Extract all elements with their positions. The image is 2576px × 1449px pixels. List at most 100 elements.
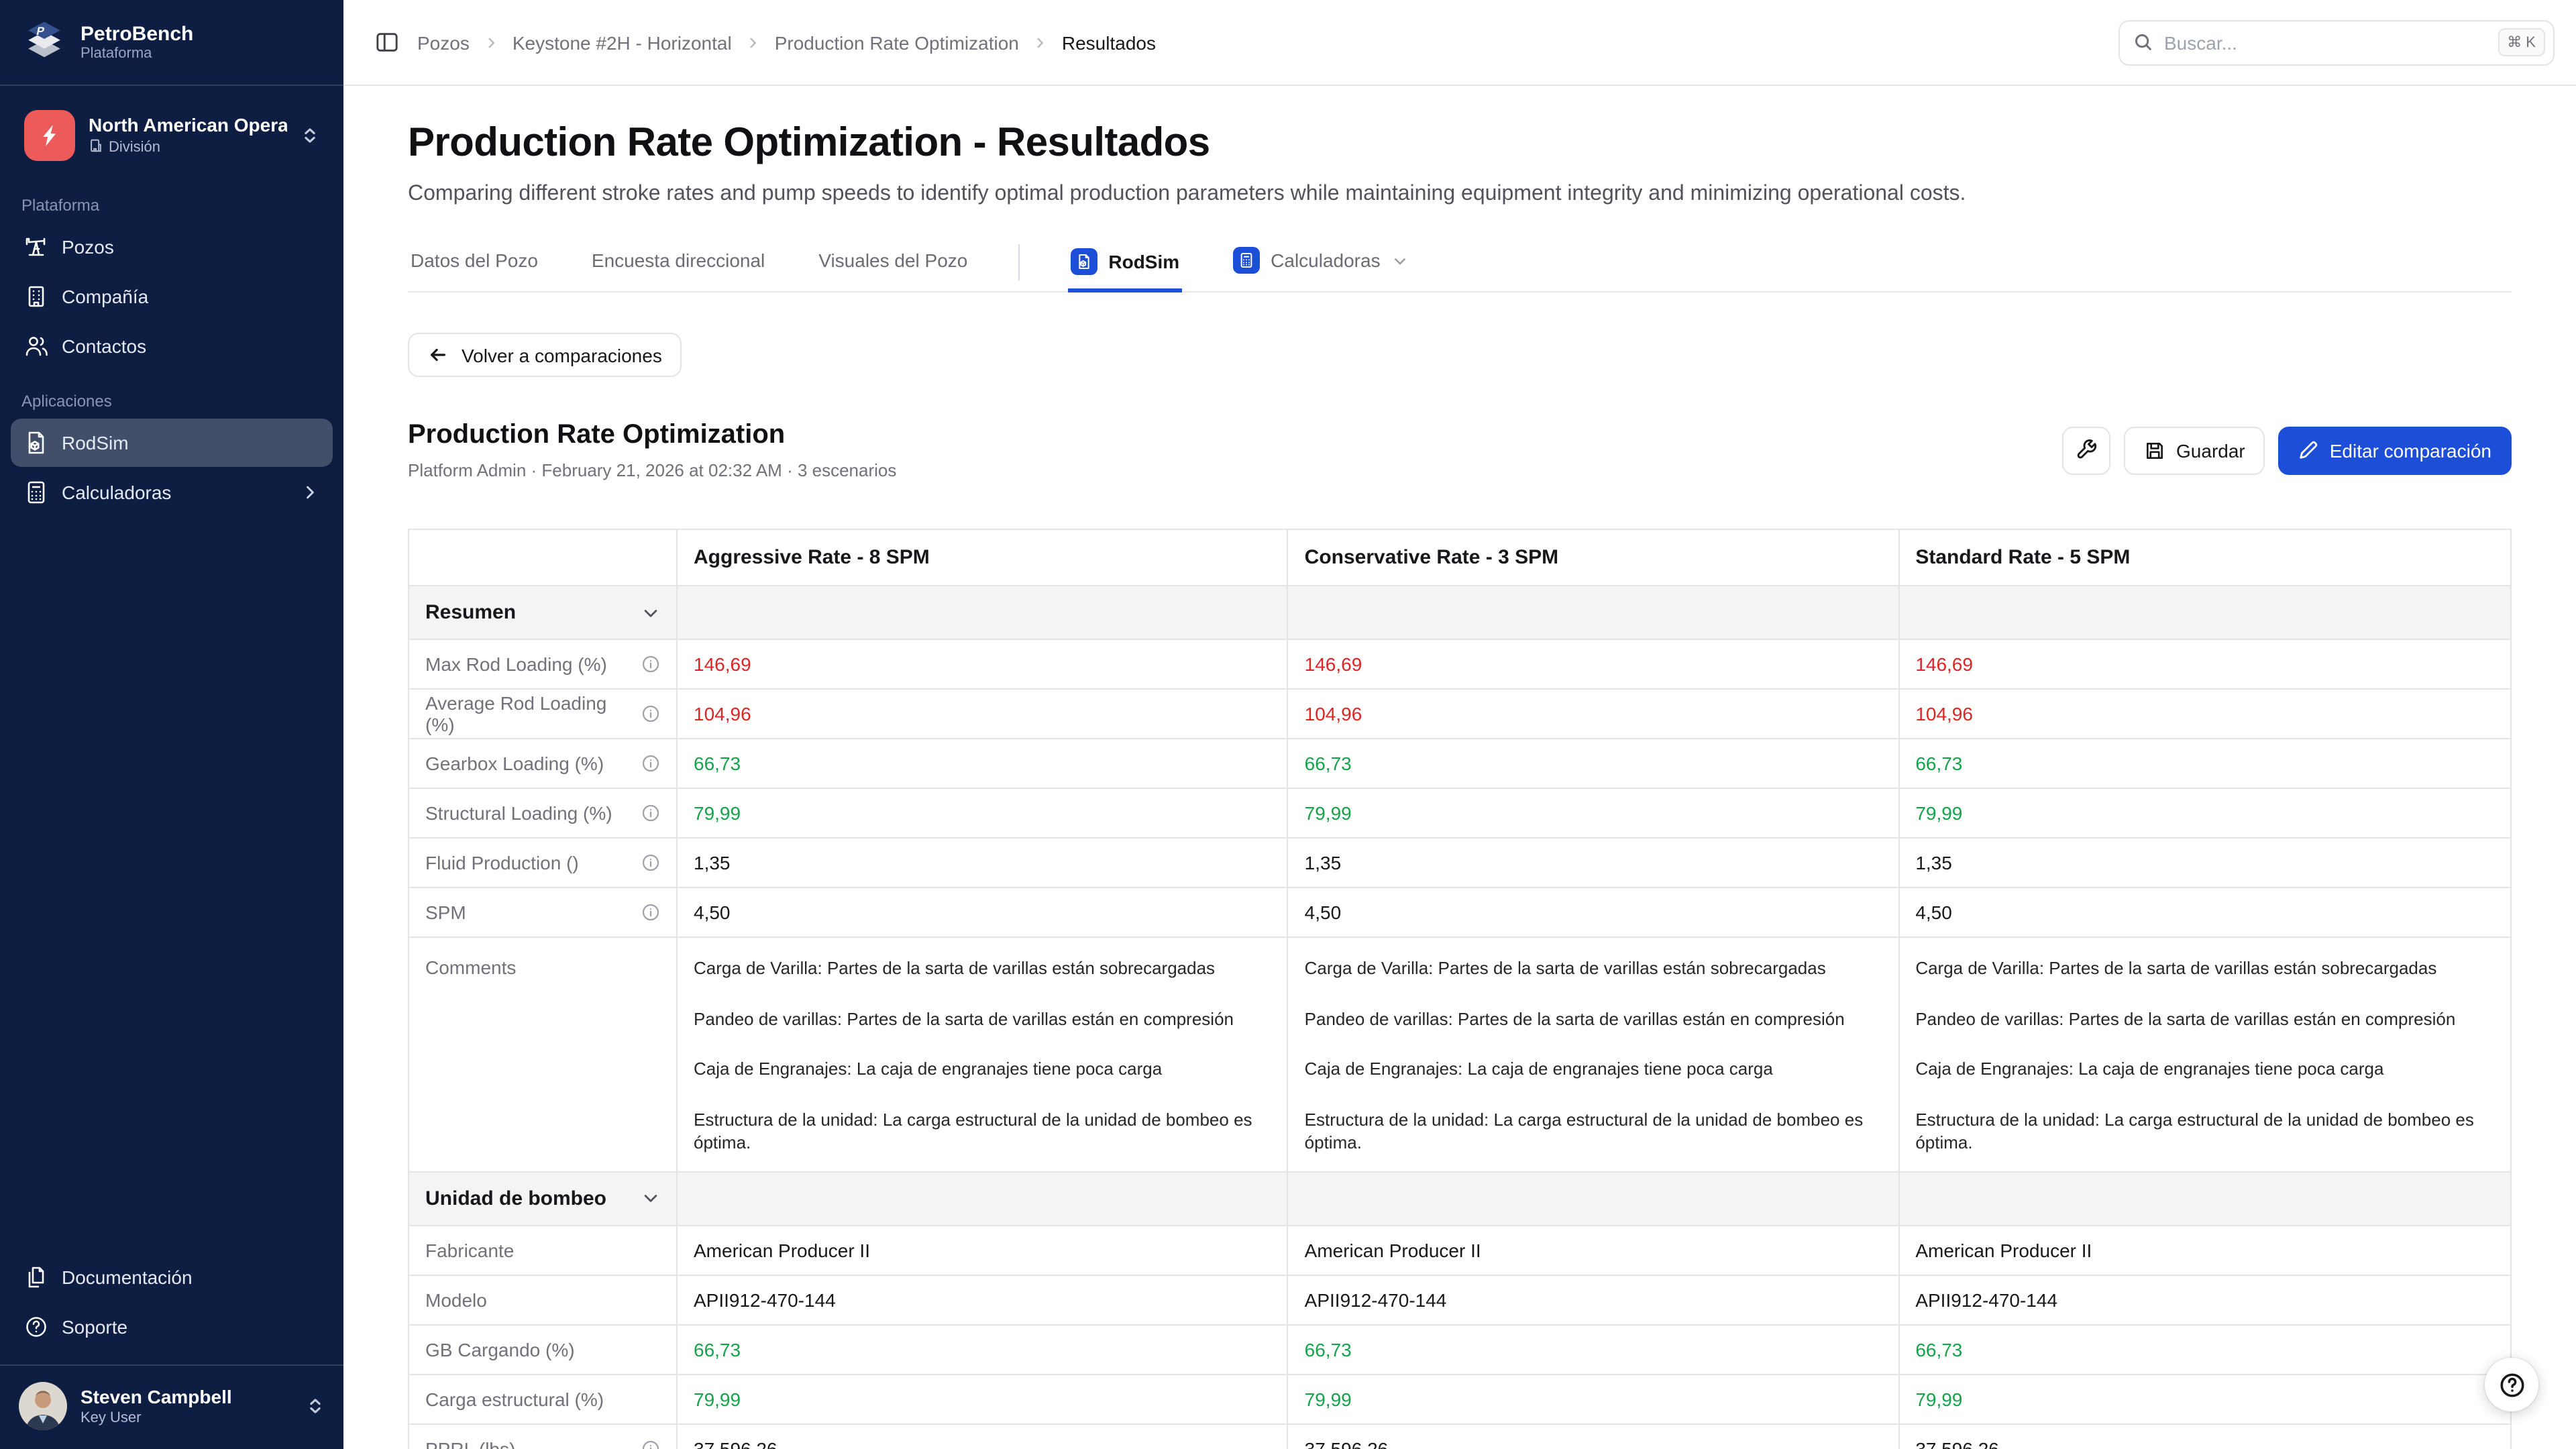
row-label-cell: PPRL (lbs)	[409, 1424, 678, 1449]
save-button[interactable]: Guardar	[2124, 426, 2265, 474]
metric-label: Carga estructural (%)	[425, 1388, 604, 1410]
scenario-header: Aggressive Rate - 8 SPM	[678, 530, 1289, 586]
sidebar-nav: Plataforma Pozos Compañía Contactos Aplicaci…	[0, 174, 343, 518]
help-button[interactable]	[2485, 1358, 2538, 1411]
metric-label: Comments	[425, 957, 517, 978]
info-icon[interactable]	[641, 754, 660, 773]
pumpjack-icon	[24, 235, 48, 259]
metric-value-cell: 37.596,26	[1899, 1424, 2510, 1449]
metric-label: Gearbox Loading (%)	[425, 753, 604, 774]
help-icon	[24, 1315, 48, 1339]
tab-encuesta-direccional[interactable]: Encuesta direccional	[591, 250, 765, 271]
wrench-icon	[2075, 439, 2098, 462]
back-to-comparisons-button[interactable]: Volver a comparaciones	[408, 333, 682, 377]
metric-label: PPRL (lbs)	[425, 1438, 516, 1449]
sidebar-item-rodsim[interactable]: RodSim	[11, 419, 333, 467]
metric-value-cell: 66,73	[1288, 739, 1900, 789]
info-icon[interactable]	[641, 804, 660, 822]
row-label-cell: Gearbox Loading (%)	[409, 739, 678, 789]
metric-value: American Producer II	[1304, 1239, 1481, 1261]
tab-rodsim[interactable]: RodSim	[1068, 233, 1183, 292]
tab-visuales-del-pozo[interactable]: Visuales del Pozo	[818, 250, 968, 271]
metric-value: 79,99	[694, 1388, 741, 1410]
edit-comparison-button[interactable]: Editar comparación	[2278, 426, 2512, 474]
metric-value: 37.596,26	[1915, 1438, 1999, 1449]
metric-label: Max Rod Loading (%)	[425, 653, 607, 675]
contacts-icon	[24, 334, 48, 358]
comments-text: Carga de Varilla: Partes de la sarta de …	[1305, 957, 1882, 1155]
metric-value-cell: American Producer II	[1288, 1226, 1900, 1276]
metric-value: 66,73	[1915, 1338, 1963, 1360]
row-label-cell: GB Cargando (%)	[409, 1325, 678, 1375]
breadcrumb-comparison[interactable]: Production Rate Optimization	[774, 32, 1019, 53]
metric-value-cell: APII912-470-144	[1899, 1275, 2510, 1326]
sidebar-item-pozos[interactable]: Pozos	[11, 223, 333, 271]
divider	[0, 1364, 343, 1366]
search-input[interactable]	[2164, 32, 2487, 53]
metric-value: 4,50	[694, 902, 731, 923]
breadcrumb-well[interactable]: Keystone #2H - Horizontal	[512, 32, 732, 53]
comments-cell: Carga de Varilla: Partes de la sarta de …	[678, 938, 1289, 1173]
search-box[interactable]: ⌘ K	[2118, 19, 2555, 65]
metric-value-cell: American Producer II	[1899, 1226, 2510, 1276]
building-icon	[24, 284, 48, 309]
sidebar-item-documentacion[interactable]: Documentación	[11, 1253, 333, 1301]
metric-value-cell: APII912-470-144	[678, 1275, 1289, 1326]
metric-value: 66,73	[1304, 1338, 1352, 1360]
sidebar-item-label: Pozos	[62, 236, 114, 258]
sidebar-item-compania[interactable]: Compañía	[11, 272, 333, 321]
metric-value: 146,69	[1304, 653, 1362, 675]
petrobench-logo-icon: P	[21, 16, 67, 68]
calculator-icon	[1233, 247, 1260, 274]
metric-value-cell: 79,99	[1288, 1375, 1900, 1425]
metric-value-cell: 66,73	[1288, 1325, 1900, 1375]
sidebar-section-label: Aplicaciones	[21, 392, 112, 411]
section-row-unidad-de-bombeo[interactable]: Unidad de bombeo	[409, 1172, 678, 1226]
user-menu[interactable]: Steven Campbell Key User	[0, 1366, 343, 1449]
chevron-down-icon	[641, 1189, 660, 1208]
chevrons-up-down-icon	[306, 1397, 325, 1415]
info-icon[interactable]	[641, 853, 660, 872]
info-icon[interactable]	[641, 1439, 660, 1449]
row-label-cell: Fluid Production ()	[409, 839, 678, 888]
comment-line: Estructura de la unidad: La carga estruc…	[1304, 1109, 1864, 1153]
metric-value: APII912-470-144	[694, 1289, 836, 1311]
sidebar-item-calculadoras[interactable]: Calculadoras	[11, 468, 333, 517]
metric-value-cell: American Producer II	[678, 1226, 1289, 1276]
info-icon[interactable]	[641, 704, 660, 723]
metric-value-cell: 66,73	[678, 739, 1289, 789]
avatar	[19, 1382, 67, 1430]
sidebar-item-label: Soporte	[62, 1316, 128, 1338]
metric-value-cell: 146,69	[678, 640, 1289, 690]
tab-calculadoras[interactable]: Calculadoras	[1230, 233, 1411, 291]
org-switcher[interactable]: North American Opera División	[16, 102, 327, 169]
metric-value-cell: 146,69	[1288, 640, 1900, 690]
breadcrumb-pozos[interactable]: Pozos	[417, 32, 470, 53]
user-role: Key User	[80, 1410, 142, 1426]
info-icon[interactable]	[641, 903, 660, 922]
metric-value-cell: 1,35	[678, 839, 1289, 888]
comment-line: Carga de Varilla: Partes de la sarta de …	[1915, 958, 2437, 978]
sidebar-item-contactos[interactable]: Contactos	[11, 322, 333, 370]
info-icon[interactable]	[641, 655, 660, 674]
section-row-cell	[1288, 586, 1900, 640]
comment-line: Pandeo de varillas: Partes de la sarta d…	[1915, 1008, 2456, 1029]
metric-value: 1,35	[1915, 852, 1952, 873]
sidebar-item-label: Documentación	[62, 1267, 193, 1288]
metric-value-cell: APII912-470-144	[1288, 1275, 1900, 1326]
metric-value: 4,50	[1304, 902, 1342, 923]
tools-button[interactable]	[2062, 426, 2111, 474]
metric-value: 66,73	[694, 753, 741, 774]
metric-label: Structural Loading (%)	[425, 802, 612, 824]
sidebar-toggle-icon[interactable]	[376, 31, 398, 54]
sidebar-item-soporte[interactable]: Soporte	[11, 1303, 333, 1351]
metric-value: APII912-470-144	[1915, 1289, 2058, 1311]
section-row-resumen[interactable]: Resumen	[409, 586, 678, 640]
comment-line: Estructura de la unidad: La carga estruc…	[1915, 1109, 2474, 1153]
metric-value-cell: 37.596,26	[678, 1424, 1289, 1449]
metric-value-cell: 66,73	[1899, 1325, 2510, 1375]
section-row-cell	[1899, 1172, 2510, 1226]
metric-value: 146,69	[694, 653, 751, 675]
tab-datos-del-pozo[interactable]: Datos del Pozo	[411, 250, 538, 271]
metric-label: Fluid Production ()	[425, 852, 579, 873]
